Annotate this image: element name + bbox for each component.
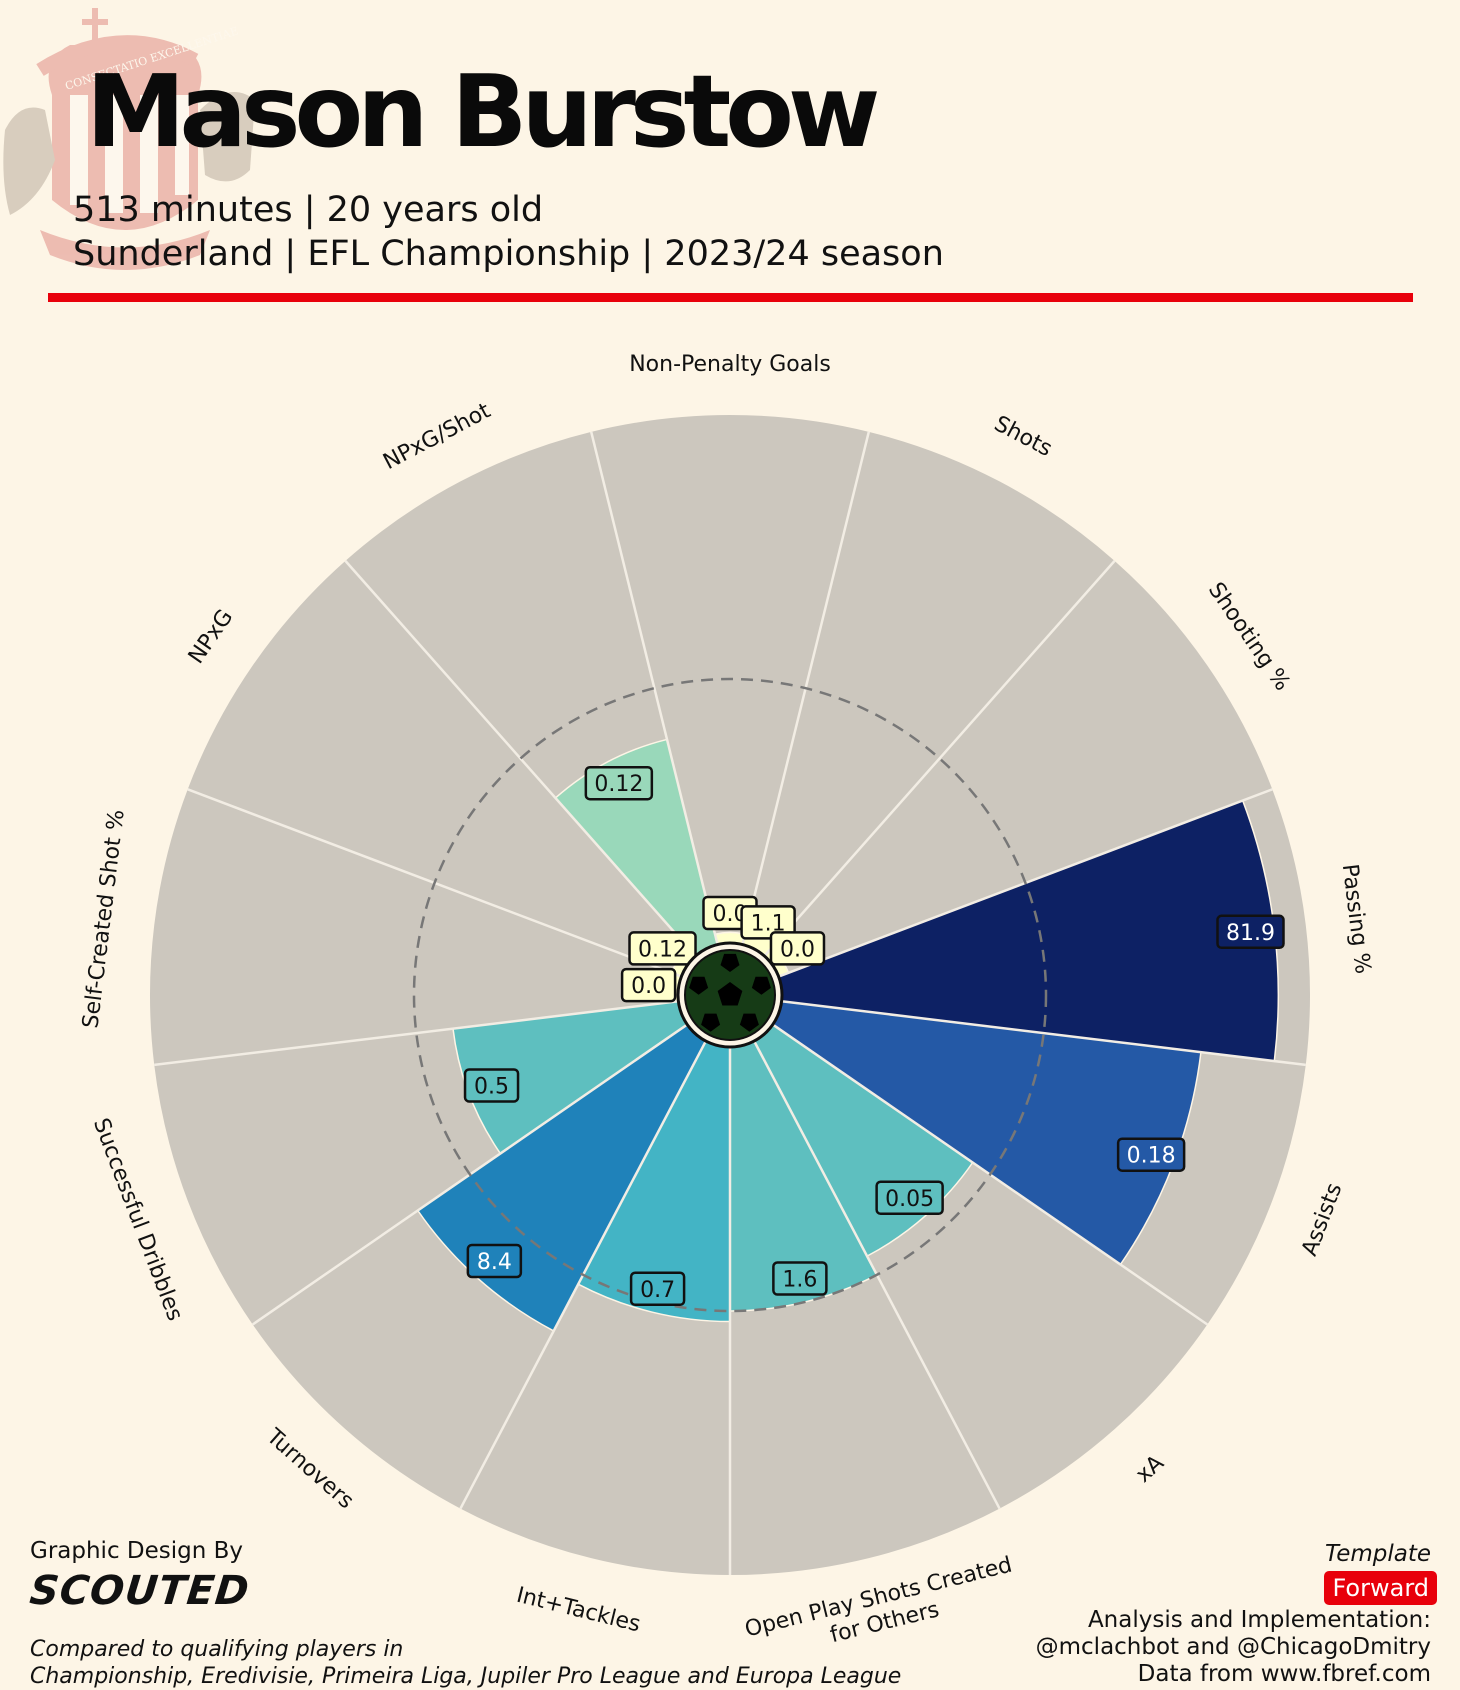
value-label-text: 0.0 [631,974,666,999]
value-label-text: 0.5 [474,1074,509,1099]
credit-line2: @mclachbot and @ChicagoDmitry [1035,1634,1431,1660]
param-label-turnovers: Turnovers [261,1424,359,1514]
value-label-text: 8.4 [477,1250,512,1275]
param-label-assists: Assists [1297,1180,1347,1260]
value-label-shooting-: 0.0 [769,931,826,966]
value-label-box [463,1068,520,1103]
param-label-text: Int+Tackles [514,1583,643,1638]
value-label-text: 0.12 [638,937,687,962]
slice-divider [344,560,697,957]
slice-background-self-created-shot- [150,789,682,1065]
value-label-box [875,1180,944,1216]
template-label: Template [1324,1541,1431,1567]
param-label-non-penalty-goals: Non-Penalty Goals [629,352,831,377]
value-label-text: 0.12 [594,772,643,797]
slice-divider [154,1000,679,1067]
template-badge: Forward [1324,1571,1437,1605]
value-label-box [620,967,677,1003]
value-label-text: 0.7 [640,1278,675,1303]
football-center-icon [676,941,784,1049]
param-label-shots: Shots [990,411,1056,462]
value-label-text: 0.0 [780,937,815,962]
header-divider [48,293,1413,302]
value-label-open-play-shots-created-for-others: 1.6 [772,1261,828,1296]
param-label-text: Turnovers [261,1424,359,1514]
ball-panel [689,976,709,995]
param-label-int-tackles: Int+Tackles [514,1583,643,1638]
ball-panel [717,982,743,1006]
param-label-passing-: Passing % [1337,863,1375,976]
value-label-box [772,1261,828,1296]
ball-panel [720,953,740,972]
comparison-note-line2: Championship, Eredivisie, Primeira Liga,… [30,1664,902,1689]
slice-divider [763,560,1116,957]
value-label-npxg: 0.12 [628,931,697,966]
value-label-npxg-shot: 0.12 [584,765,654,801]
value-label-assists: 0.18 [1116,1137,1186,1172]
player-name: Mason Burstow [86,53,880,170]
param-label-xa: xA [1131,1451,1169,1488]
value-label-xa: 0.05 [875,1180,944,1216]
value-label-box [1216,914,1285,950]
credit-line1: Analysis and Implementation: [1087,1607,1431,1633]
slice-background-shots [742,431,1115,957]
value-label-text: 0.18 [1127,1144,1176,1169]
param-label-self-created-shot-: Self-Created Shot % [78,808,129,1029]
graphic-design-credit: Graphic Design By [30,1538,244,1564]
ball-panel [739,1013,759,1032]
param-label-text: NPxG/Shot [379,398,495,475]
comparison-note: Compared to qualifying players in Champi… [30,1636,930,1690]
param-label-text: Shooting % [1203,578,1295,695]
value-label-box [740,905,796,940]
scouted-logo: SCOUTED [27,1568,252,1614]
club-crest-watermark: CONSECTATIO EXCELLENTIAE [3,8,255,270]
value-label-text: 81.9 [1226,921,1275,946]
value-label-successful-dribbles: 0.5 [463,1068,520,1103]
value-label-text: 1.6 [782,1268,817,1293]
value-label-box [1116,1137,1186,1172]
param-label-shooting-: Shooting % [1203,578,1295,695]
slice-divider [781,1000,1306,1067]
ball-panel [701,1013,721,1032]
slice-background-shooting- [764,560,1273,977]
value-label-box [628,931,697,966]
value-label-self-created-shot-: 0.0 [620,967,677,1003]
team-league-season-line: Sunderland | EFL Championship | 2023/24 … [73,234,944,274]
param-label-text: NPxG [184,605,239,668]
value-label-turnovers: 8.4 [466,1243,523,1279]
value-labels: 0.0 1.10.081.90.180.051.60.78.40.50.00.12… [463,765,1285,1307]
value-label-box [769,931,826,966]
comparison-note-line1: Compared to qualifying players in [30,1637,404,1662]
param-label-text: xA [1131,1451,1169,1488]
slice-background-npxg [187,560,696,977]
value-label-passing-: 81.9 [1216,914,1285,950]
value-label-int-tackles: 0.7 [629,1271,686,1307]
param-label-npxg: NPxG [184,605,239,668]
param-label-text: Assists [1297,1180,1347,1260]
param-label-text: Self-Created Shot % [78,808,129,1029]
reference-circle [412,677,1048,1313]
param-label-text: Non-Penalty Goals [629,352,831,377]
slice-divider [589,431,719,945]
analysis-credits: Analysis and Implementation: @mclachbot … [1036,1607,1431,1688]
param-label-text: Shots [990,411,1056,462]
param-label-text: Passing % [1337,863,1375,976]
credit-line3: Data from www.fbref.com [1137,1661,1431,1687]
value-label-box [466,1243,523,1279]
param-label-npxg-shot: NPxG/Shot [379,398,495,475]
minutes-age-line: 513 minutes | 20 years old [73,190,544,230]
value-label-shots: 1.1 [740,905,796,940]
value-label-box [629,1271,686,1307]
ball-panel [751,976,771,995]
value-label-text: 0.05 [885,1187,934,1212]
value-label-box [584,765,654,801]
